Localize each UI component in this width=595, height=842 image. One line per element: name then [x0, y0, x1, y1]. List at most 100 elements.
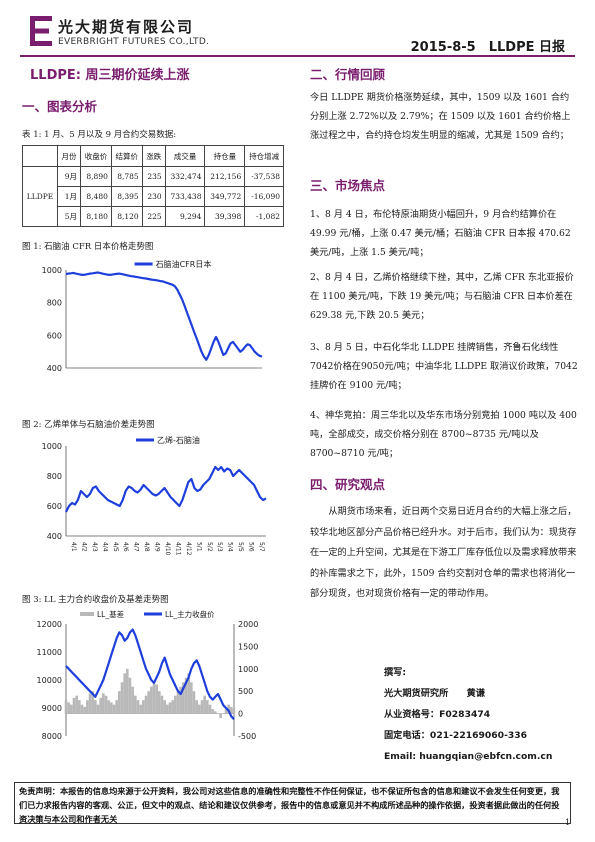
company-logo-icon	[30, 16, 52, 46]
figure-3-caption: 图 3: LL 主力合约收盘价及基差走势图	[22, 595, 169, 605]
product-cell: LLDPE	[21, 166, 59, 227]
x-tick-label: 4/12	[185, 542, 192, 556]
y-tick-label: 400	[47, 532, 62, 541]
focus-item-1: 1、8 月 4 日，布伦特原油期货小幅回升，9 月合约结算价在 49.99 元/…	[310, 209, 571, 258]
table-header-cell: 涨跌	[141, 145, 166, 167]
x-tick-label: 5/3	[216, 542, 223, 552]
table-cell: 5月	[57, 206, 82, 227]
table-caption: 表 1: 1 月、5 月以及 9 月合约交易数据:	[22, 130, 177, 140]
legend-label-basis: LL_基差	[97, 609, 125, 619]
figure-2-caption: 图 2: 乙烯单体与石脑油价差走势图	[22, 420, 155, 430]
market-review-text: 今日 LLDPE 期货价格涨势延续，其中，1509 以及 1601 合约分别上涨…	[310, 92, 571, 141]
table-header-cell: 收盘价	[80, 145, 112, 167]
author-phone: 固定电话：021-22169060-336	[384, 730, 528, 741]
y-tick-label: 1000	[42, 442, 62, 451]
x-tick-label: 4/11	[174, 542, 181, 556]
table-cell: -37,538	[244, 166, 284, 187]
table-header-cell: 结算价	[110, 145, 143, 167]
x-tick-label: 4/9	[154, 542, 161, 552]
series-line	[65, 465, 267, 513]
x-tick-label: 4/4	[101, 542, 108, 552]
x-tick-label: 4/7	[133, 542, 140, 552]
x-tick-label: 4/3	[91, 542, 98, 552]
y-tick-label: 12000	[37, 620, 62, 629]
table-row: LLDPE 9月 8,890 8,785 235 332,474 212,156…	[21, 166, 284, 227]
series-line	[65, 271, 263, 361]
legend-label-close: LL_主力收盘价	[165, 609, 215, 619]
table-cell: 8,395	[110, 186, 143, 207]
focus-item-3: 3、8 月 5 日，中石化华北 LLDPE 挂牌销售，齐鲁石化线性7042价格在…	[310, 342, 578, 391]
y-tick-label: 8000	[42, 732, 62, 741]
disclaimer: 免责声明：本报告的信息均来源于公开资料，我公司对这些信息的准确性和完整性不作任何…	[14, 782, 571, 824]
y-tick-label: 600	[47, 331, 62, 340]
y2-tick-label: 0	[238, 710, 243, 719]
table-cell: 8,120	[110, 206, 143, 227]
y-tick-label: 800	[47, 299, 62, 308]
y2-tick-label: 2000	[238, 620, 258, 629]
ethylene-naphtha-spread-chart: 400 600 800 1000 乙烯-石脑油 4/1 4/2 4/3 4/4 4/5 4/6 4/7…	[42, 435, 267, 556]
x-tick-label: 4/2	[80, 542, 87, 552]
table-cell: 8,180	[80, 206, 112, 227]
author-org: 光大期货研究所 黄谦	[384, 688, 486, 699]
table-header-cell: 持仓量	[204, 145, 246, 167]
focus-item-2: 2、8 月 4 日，乙烯价格继续下挫，其中，乙烯 CFR 东北亚报价在 1100…	[310, 272, 574, 321]
y-tick-label: 800	[47, 472, 62, 481]
section-heading-research-view: 四、研究观点	[310, 477, 386, 492]
y-tick-label: 400	[47, 364, 62, 373]
table-header-row: 月份 收盘价 结算价 涨跌 成交量 持仓量 持仓增减	[21, 145, 284, 167]
y-tick-label: 9000	[42, 704, 62, 713]
x-tick-label: 4/6	[122, 542, 129, 552]
table-cell: 8,480	[80, 186, 112, 207]
table-cell: 230	[141, 186, 166, 207]
section-heading-market-focus: 三、市场焦点	[310, 178, 386, 193]
brand-name-en: EVERBRIGHT FUTURES CO.,LTD.	[58, 37, 210, 47]
x-tick-label: 5/6	[248, 542, 255, 552]
author-block: 撰写: 光大期货研究所 黄谦 从业资格号：F0283474 固定电话：021-2…	[384, 662, 552, 767]
table-cell: 733,438	[164, 186, 206, 207]
y2-tick-label: 1000	[238, 665, 258, 674]
table-cell: 1月	[57, 186, 82, 207]
main-title: LLDPE: 周三期价延续上涨	[30, 68, 190, 83]
y-tick-label: 1000	[42, 266, 62, 275]
author-license: 从业资格号：F0283474	[384, 709, 491, 720]
naphtha-price-chart: 400 600 800 1000 石脑油CFR日本	[42, 259, 263, 373]
author-label: 撰写:	[384, 667, 407, 678]
brand-name-cn: 光大期货有限公司	[58, 18, 195, 36]
table-row: 5月 8,180 8,120 225 9,294 39,398 -1,082	[23, 206, 284, 227]
x-tick-label: 4/10	[164, 542, 171, 556]
ll-main-contract-chart: 8000 9000 10000 11000 12000 -500 0 500 1000 1500 2…	[37, 609, 259, 741]
legend-label: 乙烯-石脑油	[157, 435, 200, 445]
report-title: 2015-8-5 LLDPE 日报	[410, 40, 565, 55]
author-email[interactable]: Email: huangqian@ebfcn.com.cn	[384, 751, 553, 762]
y-tick-label: 600	[47, 502, 62, 511]
table-cell: -16,090	[244, 186, 284, 207]
table-cell: 9,294	[164, 206, 206, 227]
table-cell: 212,156	[204, 166, 246, 187]
research-view-text: 从期货市场来看，近日两个交易日近月合约的大幅上涨之后，较华北地区部分产品价格已经…	[310, 506, 577, 599]
legend-label: 石脑油CFR日本	[156, 259, 212, 269]
section-heading-chart-analysis: 一、图表分析	[22, 99, 98, 114]
y2-tick-label: -500	[238, 732, 256, 741]
close-price-line	[65, 628, 235, 720]
contract-data-table: 月份 收盘价 结算价 涨跌 成交量 持仓量 持仓增减 LLDPE 9月 8,89…	[21, 145, 284, 227]
x-tick-label: 4/8	[143, 542, 150, 552]
header-divider	[20, 55, 575, 57]
section-heading-market-review: 二、行情回顾	[310, 67, 386, 82]
table-row: 1月 8,480 8,395 230 733,438 349,772 -16,0…	[23, 186, 284, 207]
table-cell: 9月	[57, 166, 82, 187]
table-header-cell: 持仓增减	[244, 145, 284, 167]
y-tick-label: 11000	[37, 648, 62, 657]
table-cell: 8,890	[80, 166, 112, 187]
y2-tick-label: 1500	[238, 642, 258, 651]
table-cell: 225	[141, 206, 166, 227]
table-header-cell: 月份	[57, 145, 82, 167]
x-tick-label: 5/5	[237, 542, 244, 552]
x-tick-label: 5/1	[195, 542, 202, 552]
y2-tick-label: 500	[238, 687, 253, 696]
x-tick-label: 5/4	[227, 542, 234, 552]
x-tick-label: 5/2	[206, 542, 213, 552]
x-tick-label: 5/7	[258, 542, 265, 552]
table-cell: 8,785	[110, 166, 143, 187]
y-tick-label: 10000	[37, 676, 62, 685]
table-cell: 332,474	[164, 166, 206, 187]
